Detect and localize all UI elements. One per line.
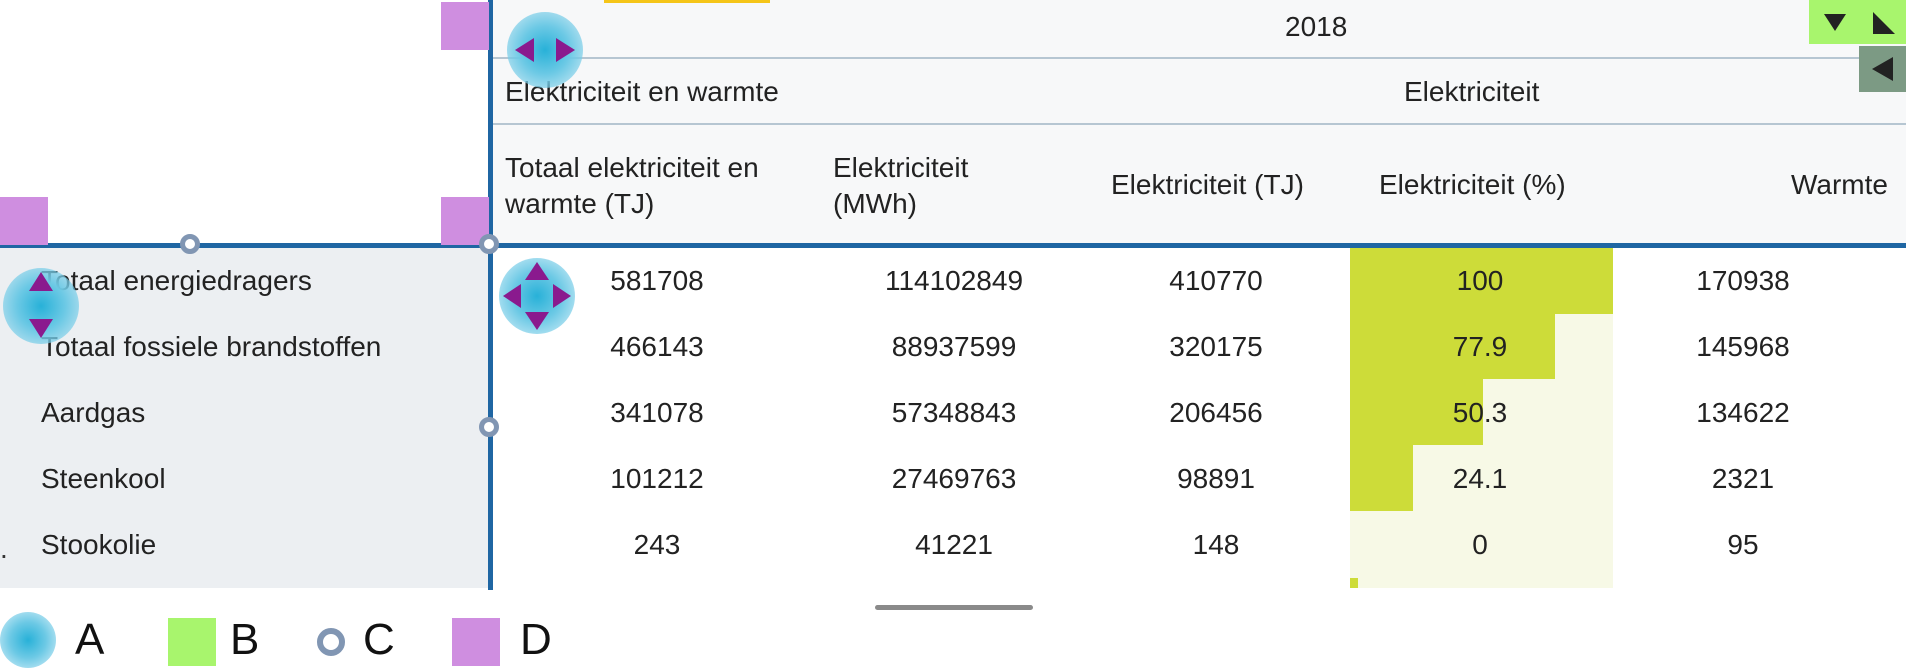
vertical-arrows-icon xyxy=(29,272,53,338)
heat-bar-row-3 xyxy=(1350,379,1483,445)
horizontal-scroll-indicator[interactable] xyxy=(875,605,1033,610)
pan-all-handle[interactable] xyxy=(499,258,575,334)
heat-bar-row-5 xyxy=(1350,578,1358,588)
row-edge-mark: . xyxy=(0,533,8,564)
cell-warmte[interactable]: 134622 xyxy=(1696,397,1790,428)
cell-totaal[interactable]: 243 xyxy=(633,529,681,560)
cell-totaal[interactable]: 466143 xyxy=(610,331,704,362)
legend-label-a: A xyxy=(75,615,105,664)
horizontal-freeze-line[interactable] xyxy=(0,243,1906,248)
cell-percent[interactable]: 0 xyxy=(1472,529,1488,560)
row-label-totaal-fossiele-brandstoffen[interactable]: Totaal fossiele brandstoffen xyxy=(41,331,382,362)
horizontal-arrows-icon xyxy=(515,38,575,62)
column-header-percent[interactable]: Elektriciteit (%) xyxy=(1379,169,1566,200)
column-header-warmte[interactable]: Warmte xyxy=(1791,169,1888,200)
cell-tj[interactable]: 320175 xyxy=(1169,331,1263,362)
row-label-stookolie[interactable]: Stookolie xyxy=(41,529,157,560)
cell-mwh[interactable]: 41221 xyxy=(915,529,993,560)
group-header-elektriciteit[interactable]: Elektriciteit xyxy=(1404,76,1540,107)
cell-percent[interactable]: 24.1 xyxy=(1452,463,1508,494)
cell-totaal[interactable]: 341078 xyxy=(610,397,704,428)
legend-item-c: C xyxy=(315,612,415,668)
cell-tj[interactable]: 98891 xyxy=(1177,463,1255,494)
cell-mwh[interactable]: 57348843 xyxy=(891,397,1017,428)
row-label-totaal-energiedragers[interactable]: Totaal energiedragers xyxy=(41,265,312,296)
heat-bar-row-1 xyxy=(1350,248,1613,314)
marker-c[interactable] xyxy=(180,234,200,254)
legend-swatch-c xyxy=(317,628,345,656)
cell-warmte[interactable]: 145968 xyxy=(1696,331,1790,362)
cell-mwh[interactable]: 114102849 xyxy=(884,265,1024,296)
year-header[interactable]: 2018 xyxy=(1285,11,1348,42)
triangle-up-icon xyxy=(1873,12,1895,34)
legend-item-b: B xyxy=(168,612,288,668)
triangle-left-icon xyxy=(1872,57,1893,81)
row-label-aardgas[interactable]: Aardgas xyxy=(41,397,146,428)
legend-swatch-d xyxy=(452,618,500,666)
legend-swatch-a xyxy=(0,612,56,668)
legend-swatch-b xyxy=(168,618,216,666)
heat-bar-row-2 xyxy=(1350,313,1555,379)
cell-warmte[interactable]: 170938 xyxy=(1696,265,1790,296)
column-header-mwh[interactable]: Elektriciteit (MWh) xyxy=(833,152,969,219)
header-divider xyxy=(492,57,1906,59)
legend-label-c: C xyxy=(363,615,395,664)
heat-bar-row-4 xyxy=(1350,445,1413,511)
cell-warmte[interactable]: 2321 xyxy=(1711,463,1775,494)
cell-totaal[interactable]: 101212 xyxy=(610,463,704,494)
header-divider xyxy=(492,123,1906,125)
row-label-steenkool[interactable]: Steenkool xyxy=(41,463,166,494)
cell-tj[interactable]: 410770 xyxy=(1169,265,1263,296)
cell-warmte[interactable]: 95 xyxy=(1727,529,1759,560)
cell-mwh[interactable]: 88937599 xyxy=(891,331,1017,362)
pan-horizontal-handle[interactable] xyxy=(507,12,583,88)
marker-c[interactable] xyxy=(479,234,499,254)
four-way-arrows-icon xyxy=(503,262,571,330)
column-header-totaal[interactable]: Totaal elektriciteit en warmte (TJ) xyxy=(505,152,759,219)
cell-totaal[interactable]: 581708 xyxy=(610,265,704,296)
sort-down-button[interactable] xyxy=(1809,0,1861,44)
legend-item-a: A xyxy=(0,612,140,668)
row-header-panel xyxy=(0,245,490,588)
cell-percent[interactable]: 77.9 xyxy=(1452,331,1508,362)
collapse-button[interactable] xyxy=(1859,46,1906,92)
column-header-area xyxy=(492,0,1906,245)
cell-percent[interactable]: 100 xyxy=(1456,265,1504,296)
marker-d[interactable] xyxy=(441,2,489,50)
cell-tj[interactable]: 206456 xyxy=(1169,397,1263,428)
column-header-tj[interactable]: Elektriciteit (TJ) xyxy=(1111,169,1304,200)
legend-label-d: D xyxy=(520,615,552,664)
marker-d[interactable] xyxy=(0,197,48,245)
legend-item-d: D xyxy=(452,612,562,668)
year-accent-bar xyxy=(604,0,770,3)
sort-up-button[interactable] xyxy=(1859,0,1906,44)
legend-label-b: B xyxy=(230,615,260,664)
cell-mwh[interactable]: 27469763 xyxy=(891,463,1017,494)
vertical-freeze-line[interactable] xyxy=(488,0,493,590)
cell-tj[interactable]: 148 xyxy=(1192,529,1240,560)
marker-c[interactable] xyxy=(479,417,499,437)
triangle-down-icon xyxy=(1824,14,1846,31)
cell-percent[interactable]: 50.3 xyxy=(1452,397,1508,428)
pan-vertical-handle[interactable] xyxy=(3,268,79,344)
